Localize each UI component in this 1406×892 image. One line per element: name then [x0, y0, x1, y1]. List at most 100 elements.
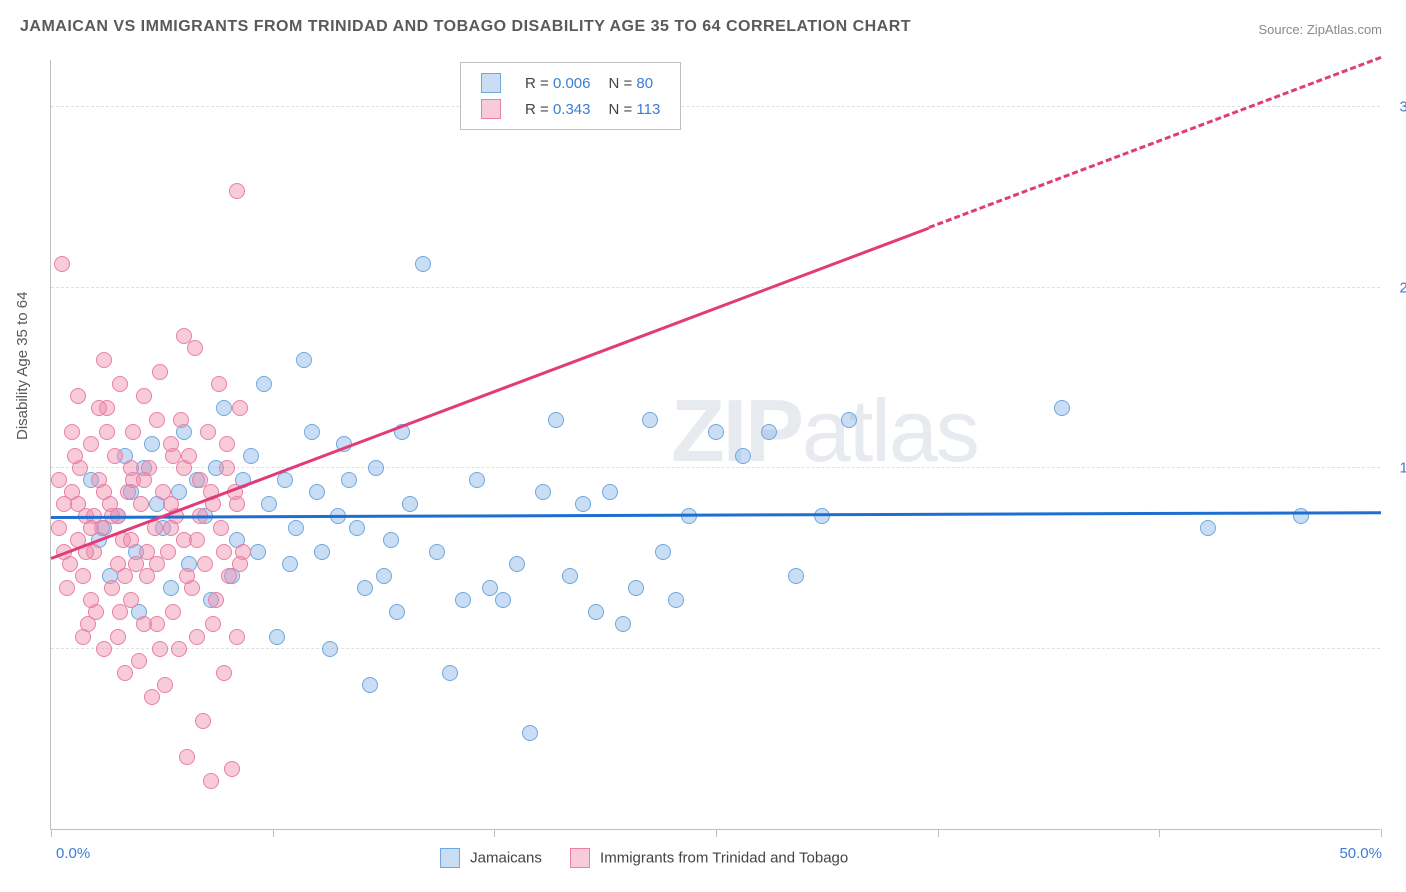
scatter-point	[761, 424, 777, 440]
scatter-point	[83, 436, 99, 452]
scatter-point	[75, 629, 91, 645]
scatter-point	[216, 544, 232, 560]
scatter-point	[455, 592, 471, 608]
scatter-point	[51, 472, 67, 488]
scatter-point	[535, 484, 551, 500]
scatter-point	[187, 340, 203, 356]
r-label: R =	[525, 75, 549, 92]
scatter-point	[314, 544, 330, 560]
scatter-point	[277, 472, 293, 488]
watermark-zip: ZIP	[671, 381, 802, 480]
gridline	[51, 467, 1380, 468]
scatter-point	[99, 424, 115, 440]
scatter-point	[219, 460, 235, 476]
x-tick	[1159, 829, 1160, 837]
scatter-point	[171, 641, 187, 657]
scatter-point	[173, 412, 189, 428]
scatter-point	[149, 412, 165, 428]
scatter-point	[357, 580, 373, 596]
scatter-point	[133, 496, 149, 512]
scatter-point	[1054, 400, 1070, 416]
gridline	[51, 106, 1380, 107]
scatter-point	[96, 352, 112, 368]
scatter-point	[176, 328, 192, 344]
r-value: 0.006	[553, 75, 591, 92]
scatter-point	[402, 496, 418, 512]
scatter-point	[200, 424, 216, 440]
scatter-point	[216, 400, 232, 416]
scatter-point	[152, 364, 168, 380]
y-axis-label: Disability Age 35 to 64	[14, 292, 31, 440]
scatter-point	[469, 472, 485, 488]
scatter-point	[179, 749, 195, 765]
scatter-point	[149, 556, 165, 572]
scatter-point	[75, 568, 91, 584]
scatter-point	[1200, 520, 1216, 536]
scatter-point	[261, 496, 277, 512]
scatter-point	[588, 604, 604, 620]
scatter-point	[112, 376, 128, 392]
scatter-point	[197, 556, 213, 572]
scatter-point	[125, 424, 141, 440]
scatter-point	[368, 460, 384, 476]
scatter-point	[216, 665, 232, 681]
n-value: 80	[636, 75, 653, 92]
scatter-point	[322, 641, 338, 657]
scatter-point	[615, 616, 631, 632]
scatter-point	[429, 544, 445, 560]
scatter-point	[70, 496, 86, 512]
x-axis-max-label: 50.0%	[1339, 845, 1382, 862]
y-tick-label: 15.0%	[1399, 460, 1406, 477]
scatter-point	[176, 460, 192, 476]
legend-swatch	[440, 848, 460, 868]
scatter-point	[211, 376, 227, 392]
scatter-point	[64, 424, 80, 440]
trend-line	[51, 511, 1381, 519]
scatter-point	[341, 472, 357, 488]
plot-area: ZIPatlas 7.5%15.0%22.5%30.0%	[50, 60, 1380, 830]
scatter-point	[144, 436, 160, 452]
scatter-point	[91, 400, 107, 416]
x-tick	[1381, 829, 1382, 837]
scatter-point	[163, 520, 179, 536]
legend-label: Jamaicans	[466, 850, 542, 867]
scatter-point	[509, 556, 525, 572]
legend-row: R = 0.006 N = 80	[473, 71, 668, 95]
scatter-point	[59, 580, 75, 596]
scatter-point	[219, 436, 235, 452]
scatter-point	[229, 496, 245, 512]
scatter-point	[548, 412, 564, 428]
x-tick	[938, 829, 939, 837]
scatter-point	[304, 424, 320, 440]
scatter-point	[165, 604, 181, 620]
scatter-point	[110, 629, 126, 645]
scatter-point	[54, 256, 70, 272]
scatter-point	[136, 616, 152, 632]
scatter-point	[841, 412, 857, 428]
scatter-point	[229, 629, 245, 645]
gridline	[51, 648, 1380, 649]
scatter-point	[112, 604, 128, 620]
scatter-point	[83, 520, 99, 536]
x-tick	[494, 829, 495, 837]
scatter-point	[136, 388, 152, 404]
scatter-point	[123, 532, 139, 548]
y-tick-label: 22.5%	[1399, 279, 1406, 296]
scatter-point	[389, 604, 405, 620]
x-axis-min-label: 0.0%	[56, 845, 90, 862]
scatter-point	[309, 484, 325, 500]
n-label: N =	[608, 75, 632, 92]
x-tick	[51, 829, 52, 837]
watermark-atlas: atlas	[802, 381, 978, 480]
scatter-point	[144, 689, 160, 705]
scatter-point	[208, 592, 224, 608]
scatter-point	[383, 532, 399, 548]
scatter-point	[213, 520, 229, 536]
scatter-point	[96, 484, 112, 500]
scatter-point	[256, 376, 272, 392]
scatter-point	[189, 532, 205, 548]
scatter-point	[224, 761, 240, 777]
scatter-point	[250, 544, 266, 560]
scatter-point	[189, 629, 205, 645]
r-value: 0.343	[553, 101, 591, 118]
